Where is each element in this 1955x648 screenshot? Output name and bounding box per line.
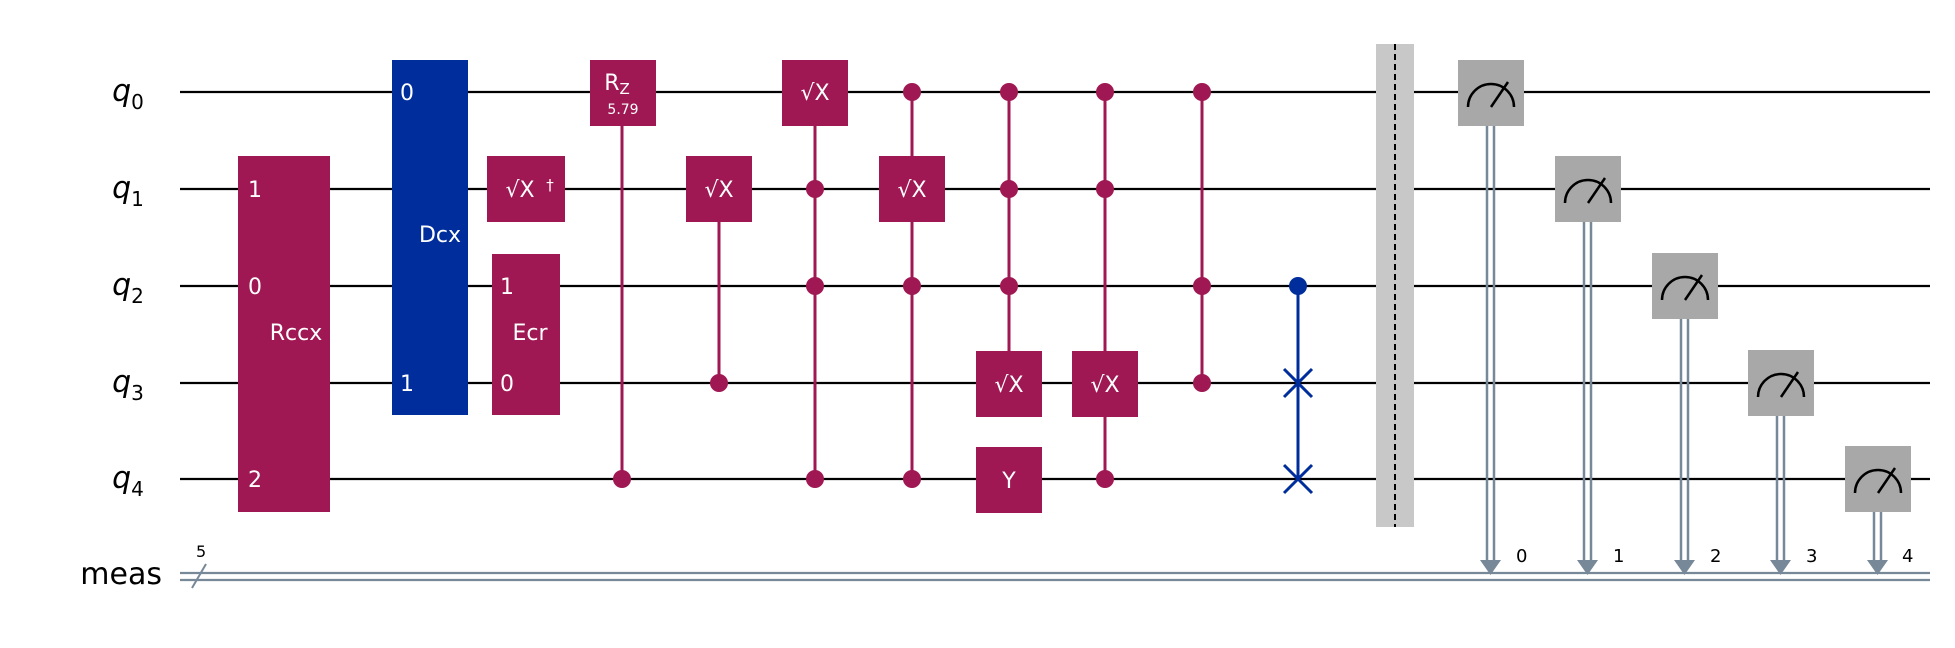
rccx-pin-q2: 0 (248, 275, 262, 300)
qubit-label-q1: q1 (112, 171, 144, 211)
mcsx-gate-3: √X (976, 83, 1042, 417)
measure-bit-label: 4 (1902, 546, 1913, 567)
measure-q4: 4 (1845, 446, 1913, 575)
rccx-pin-q1: 1 (248, 178, 262, 203)
classical-wire: 5 (180, 542, 1930, 589)
sx-label: √X (994, 373, 1023, 398)
dcx-pin-q0: 0 (400, 81, 414, 106)
measure-bit-label: 1 (1613, 546, 1624, 567)
control-dot (1096, 83, 1114, 101)
measure-q2: 2 (1652, 253, 1721, 575)
swap-x-icon (1282, 463, 1314, 495)
measure-bit-label: 3 (1806, 546, 1817, 567)
measure-q0: 0 (1458, 60, 1527, 575)
meter-icon (1756, 371, 1806, 398)
control-dot (903, 470, 921, 488)
control-dot (1000, 277, 1018, 295)
control-dot (710, 374, 728, 392)
qubit-label-q3: q3 (112, 365, 144, 405)
control-dot (903, 83, 921, 101)
y-gate: Y (976, 447, 1042, 513)
classical-register-label: meas (80, 557, 162, 592)
register-slash (191, 563, 207, 589)
control-dot (1193, 374, 1211, 392)
dcx-gate: 0 1 Dcx (392, 60, 468, 415)
control-dot (806, 180, 824, 198)
sxdg-gate: √X † (487, 156, 565, 222)
sx-label: √X (704, 178, 733, 203)
rz-param: 5.79 (607, 102, 638, 118)
measure-bit-label: 0 (1516, 546, 1527, 567)
measure-q1: 1 (1555, 156, 1624, 575)
y-label: Y (1001, 469, 1016, 494)
cswap-gate (1282, 277, 1314, 495)
mcsx-gate-2: √X (879, 83, 945, 488)
csx-gate-1: √X (686, 156, 752, 392)
barrier (1376, 44, 1414, 527)
control-dot (1193, 83, 1211, 101)
meter-icon (1660, 274, 1710, 301)
control-dot (1289, 277, 1307, 295)
measure-bit-label: 2 (1710, 546, 1721, 567)
control-dot (1096, 180, 1114, 198)
meter-icon (1853, 467, 1903, 494)
qubit-wires (180, 90, 1930, 481)
mcsx-gate-4: √X (1072, 83, 1138, 488)
sxdg-label: √X (505, 178, 534, 203)
register-size: 5 (196, 542, 206, 561)
sx-label: √X (1090, 373, 1119, 398)
ecr-pin-q3: 0 (500, 372, 514, 397)
qubit-label-q4: q4 (112, 461, 144, 501)
crz-control-dot (613, 470, 631, 488)
control-dot (1193, 277, 1211, 295)
ecr-label: Ecr (512, 321, 548, 346)
ecr-pin-q2: 1 (500, 275, 514, 300)
control-dot (806, 470, 824, 488)
measure-q3: 3 (1748, 350, 1817, 575)
mcsx-gate-1: √X (782, 60, 848, 488)
qubit-label-q0: q0 (112, 74, 144, 114)
dcx-pin-q3: 1 (400, 372, 414, 397)
crz-gate: RZ 5.79 (590, 60, 656, 488)
control-dot (806, 277, 824, 295)
dcx-label: Dcx (419, 223, 461, 248)
ecr-gate: 1 0 Ecr (492, 254, 560, 415)
rccx-label: Rccx (270, 321, 323, 346)
control-dot (1000, 180, 1018, 198)
rccx-pin-q4: 2 (248, 468, 262, 493)
meter-icon (1563, 177, 1613, 204)
meter-icon (1466, 81, 1516, 108)
sx-label: √X (897, 178, 926, 203)
control-dot (1096, 470, 1114, 488)
qubit-label-q2: q2 (112, 268, 144, 308)
rccx-gate: 1 0 2 Rccx (238, 156, 330, 512)
control-dot (903, 277, 921, 295)
swap-x-icon (1282, 367, 1314, 399)
qubit-labels: q0 q1 q2 q3 q4 meas (80, 74, 162, 592)
rz-label: RZ (604, 71, 630, 98)
mcz-gate (1193, 83, 1211, 392)
sxdg-dagger: † (546, 176, 554, 194)
control-dot (1000, 83, 1018, 101)
sx-label: √X (800, 81, 829, 106)
